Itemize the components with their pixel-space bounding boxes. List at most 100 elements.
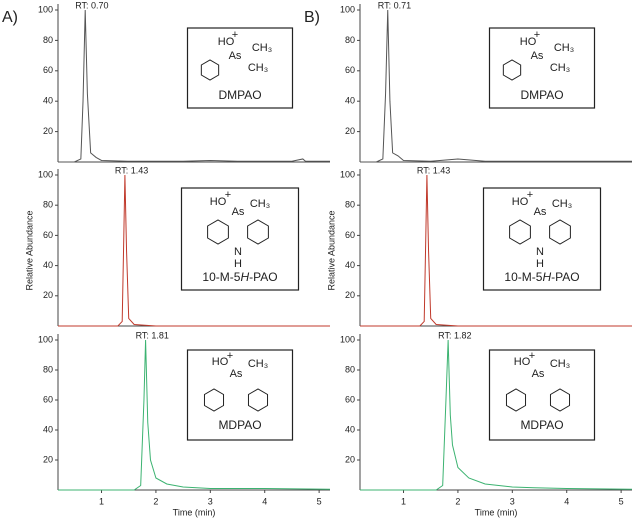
y-tick-label: 100: [340, 4, 355, 14]
benzene-ring: [509, 219, 531, 245]
structure-label: N: [234, 246, 242, 258]
structure-label: +: [529, 350, 535, 362]
peak-annotation: RT: 1.81: [136, 330, 169, 340]
y-axis-label: Relative Abundance: [326, 210, 336, 290]
y-tick-label: 40: [345, 424, 355, 434]
panel-label: A): [2, 9, 18, 26]
y-tick-label: 20: [345, 290, 355, 300]
compound-name: MDPAO: [218, 418, 261, 432]
structure-label: HO: [212, 356, 229, 368]
x-tick-label: 3: [510, 496, 515, 506]
chromatogram-trace: [360, 174, 632, 327]
structure-label: CH₃: [248, 358, 268, 370]
chromatogram-trace: [58, 339, 331, 491]
y-tick-label: 20: [43, 290, 53, 300]
compound-name-part: H: [542, 270, 551, 284]
benzene-ring: [203, 388, 225, 412]
compound-name: MDPAO: [520, 418, 563, 432]
structure-label: HO: [520, 36, 537, 48]
y-tick-label: 80: [43, 35, 53, 45]
benzene-ring: [549, 219, 571, 245]
structure-box: [186, 349, 294, 441]
compound-name: 10-M-5H-PAO: [504, 270, 579, 284]
structure-label: HO: [218, 36, 235, 48]
y-tick-label: 20: [345, 126, 355, 136]
y-tick-label: 100: [38, 169, 53, 179]
structure-label: N: [536, 246, 544, 258]
y-tick-label: 40: [43, 96, 53, 106]
structure-label: CH₃: [550, 62, 570, 74]
structure-box: [488, 349, 596, 441]
compound-name: DMPAO: [218, 88, 261, 102]
structure-label: As: [534, 206, 547, 218]
y-tick-label: 80: [345, 35, 355, 45]
structure-box: [186, 27, 294, 109]
y-tick-label: 100: [340, 169, 355, 179]
structure-label: +: [232, 29, 238, 41]
y-tick-label: 20: [43, 126, 53, 136]
x-tick-label: 2: [153, 496, 158, 506]
x-tick-label: 5: [619, 496, 624, 506]
y-tick-label: 80: [43, 200, 53, 210]
y-tick-label: 60: [345, 230, 355, 240]
x-axis-label: Time (min): [475, 507, 518, 517]
y-tick-label: 100: [38, 334, 53, 344]
y-tick-label: 60: [43, 394, 53, 404]
structure-label: As: [232, 206, 245, 218]
x-tick-label: 4: [564, 496, 569, 506]
compound-name-part: H: [240, 270, 249, 284]
y-tick-label: 80: [345, 364, 355, 374]
x-tick-label: 5: [317, 496, 322, 506]
panel-label: B): [304, 9, 320, 26]
structure-box: [488, 27, 596, 109]
benzene-ring: [247, 219, 269, 245]
compound-name-part: DMPAO: [520, 88, 563, 102]
y-tick-label: 20: [43, 454, 53, 464]
y-tick-label: 40: [43, 424, 53, 434]
structure-label: As: [531, 50, 544, 62]
benzene-ring: [200, 59, 220, 81]
peak-annotation: RT: 1.43: [115, 165, 148, 175]
x-tick-label: 4: [262, 496, 267, 506]
structure-label: CH₃: [550, 358, 570, 370]
x-tick-label: 1: [99, 496, 104, 506]
structure-box: [482, 187, 602, 291]
chromatogram-trace: [360, 339, 633, 491]
peak-annotation: RT: 0.70: [75, 0, 108, 10]
y-tick-label: 20: [345, 454, 355, 464]
structure-label: CH₃: [554, 42, 574, 54]
benzene-ring: [505, 388, 527, 412]
peak-annotation: RT: 1.43: [417, 165, 450, 175]
chromatogram-trace: [58, 9, 330, 163]
compound-name-part: 10-M-5: [202, 270, 240, 284]
compound-name: 10-M-5H-PAO: [202, 270, 277, 284]
y-tick-label: 100: [340, 334, 355, 344]
compound-name: DMPAO: [520, 88, 563, 102]
y-tick-label: 80: [43, 364, 53, 374]
structure-label: H: [234, 258, 242, 270]
y-tick-label: 40: [345, 260, 355, 270]
structure-label: As: [229, 50, 242, 62]
benzene-ring: [502, 59, 522, 81]
compound-name-part: MDPAO: [520, 418, 563, 432]
structure-label: +: [227, 350, 233, 362]
structure-label: HO: [514, 356, 531, 368]
y-tick-label: 80: [345, 200, 355, 210]
compound-name-part: 10-M-5: [504, 270, 542, 284]
structure-label: CH₃: [552, 198, 572, 210]
structure-label: +: [225, 189, 231, 201]
structure-label: As: [230, 368, 243, 380]
x-tick-label: 2: [455, 496, 460, 506]
benzene-ring: [549, 388, 571, 412]
compound-name-part: DMPAO: [218, 88, 261, 102]
compound-name-part: -PAO: [249, 270, 277, 284]
x-tick-label: 3: [208, 496, 213, 506]
compound-name-part: -PAO: [551, 270, 579, 284]
y-tick-label: 60: [345, 394, 355, 404]
y-tick-label: 40: [43, 260, 53, 270]
chromatogram-trace: [58, 174, 330, 327]
structure-label: HO: [210, 196, 227, 208]
peak-annotation: RT: 0.71: [378, 0, 411, 10]
x-tick-label: 1: [401, 496, 406, 506]
